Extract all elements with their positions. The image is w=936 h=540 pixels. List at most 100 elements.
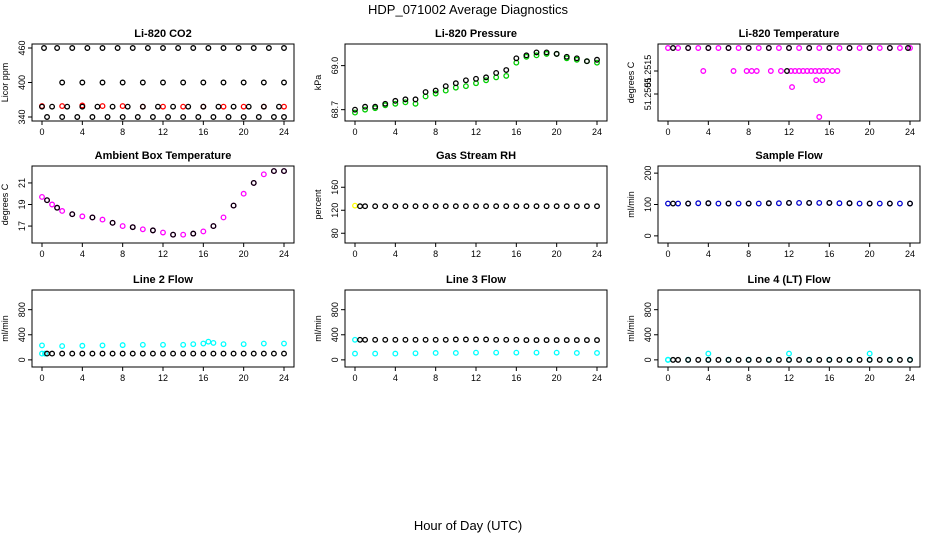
data-point	[240, 103, 247, 110]
data-point	[372, 103, 379, 110]
data-point	[200, 340, 207, 347]
y-axis-label: ml/min	[626, 315, 636, 342]
data-point	[69, 45, 76, 51]
x-tick-label: 24	[279, 127, 289, 137]
data-point	[59, 114, 66, 120]
chart-title: Li-820 CO2	[134, 28, 191, 40]
data-point	[553, 349, 560, 356]
data-point	[392, 203, 399, 210]
data-point	[220, 341, 227, 348]
x-tick-label: 24	[592, 373, 602, 383]
data-point	[185, 103, 192, 110]
data-point	[352, 336, 358, 343]
x-tick-label: 12	[784, 127, 794, 137]
data-point	[240, 341, 247, 348]
data-point	[442, 83, 449, 90]
data-point	[462, 203, 469, 210]
data-point	[240, 350, 247, 357]
data-point	[695, 200, 702, 207]
x-tick-label: 12	[784, 249, 794, 259]
data-point	[432, 90, 439, 97]
data-point	[210, 339, 217, 346]
data-point	[372, 350, 379, 357]
y-axis-label: degrees C	[0, 183, 10, 225]
data-point	[352, 202, 358, 209]
data-point	[493, 336, 500, 343]
chart-title: Sample Flow	[755, 150, 823, 162]
data-point	[170, 231, 177, 238]
data-point	[775, 45, 782, 51]
data-point	[886, 356, 893, 363]
data-point	[180, 231, 187, 238]
data-point	[109, 103, 116, 110]
data-point	[705, 200, 712, 207]
data-point	[412, 203, 419, 210]
data-point	[422, 89, 429, 95]
x-tick-label: 16	[824, 373, 834, 383]
data-point	[573, 350, 580, 356]
plot-frame	[657, 43, 921, 122]
chart-title: Line 4 (LT) Flow	[748, 274, 831, 286]
data-point	[190, 350, 197, 357]
data-point	[755, 356, 762, 363]
y-tick-label: 68.7	[330, 101, 340, 119]
data-point	[483, 336, 490, 343]
data-point	[755, 200, 762, 207]
data-point	[563, 337, 570, 344]
data-point	[281, 45, 287, 51]
data-point	[866, 350, 873, 357]
data-point	[79, 350, 86, 357]
data-point	[705, 356, 712, 363]
data-point	[114, 45, 121, 51]
y-tick-label: 400	[330, 327, 340, 342]
data-point	[432, 350, 439, 356]
data-point	[796, 199, 803, 206]
data-point	[240, 114, 247, 120]
data-point	[402, 203, 409, 210]
x-tick-label: 12	[784, 373, 794, 383]
data-point	[806, 45, 813, 51]
data-point	[422, 336, 429, 343]
data-point	[39, 194, 45, 200]
x-tick-label: 16	[198, 373, 208, 383]
x-tick-label: 20	[865, 127, 875, 137]
data-point	[685, 45, 692, 51]
data-point	[180, 350, 187, 357]
data-point	[553, 337, 560, 344]
x-tick-label: 0	[39, 127, 44, 137]
data-point	[129, 45, 136, 51]
data-point	[462, 336, 469, 343]
data-point	[139, 79, 146, 86]
data-point	[876, 45, 883, 51]
data-point	[813, 77, 820, 84]
data-point	[695, 45, 702, 51]
data-point	[796, 45, 803, 51]
data-point	[230, 103, 237, 110]
data-point	[670, 45, 676, 51]
x-tick-label: 4	[706, 127, 711, 137]
data-point	[725, 356, 732, 363]
data-point	[829, 68, 836, 74]
data-point	[64, 103, 71, 110]
x-tick-label: 12	[158, 373, 168, 383]
x-tick-label: 24	[592, 249, 602, 259]
chart-panel: Line 2 Flow ml/min 0 4 8 12 16 20 24 0 400 800	[0, 274, 295, 383]
data-point	[281, 350, 287, 357]
chart-panel: Ambient Box Temperature degrees C 0 4 8 12 16 2…	[0, 150, 295, 259]
x-tick-label: 20	[239, 373, 249, 383]
data-point	[826, 45, 833, 51]
data-point	[352, 106, 358, 113]
data-point	[155, 103, 161, 110]
data-point	[402, 336, 409, 343]
x-tick-label: 8	[433, 249, 438, 259]
x-tick-label: 4	[393, 249, 398, 259]
data-point	[119, 223, 126, 230]
data-point	[452, 203, 459, 210]
data-point	[165, 114, 171, 120]
data-point	[281, 103, 287, 110]
data-point	[94, 103, 101, 110]
data-point	[786, 45, 792, 51]
data-point	[725, 45, 732, 51]
x-tick-label: 16	[511, 249, 521, 259]
